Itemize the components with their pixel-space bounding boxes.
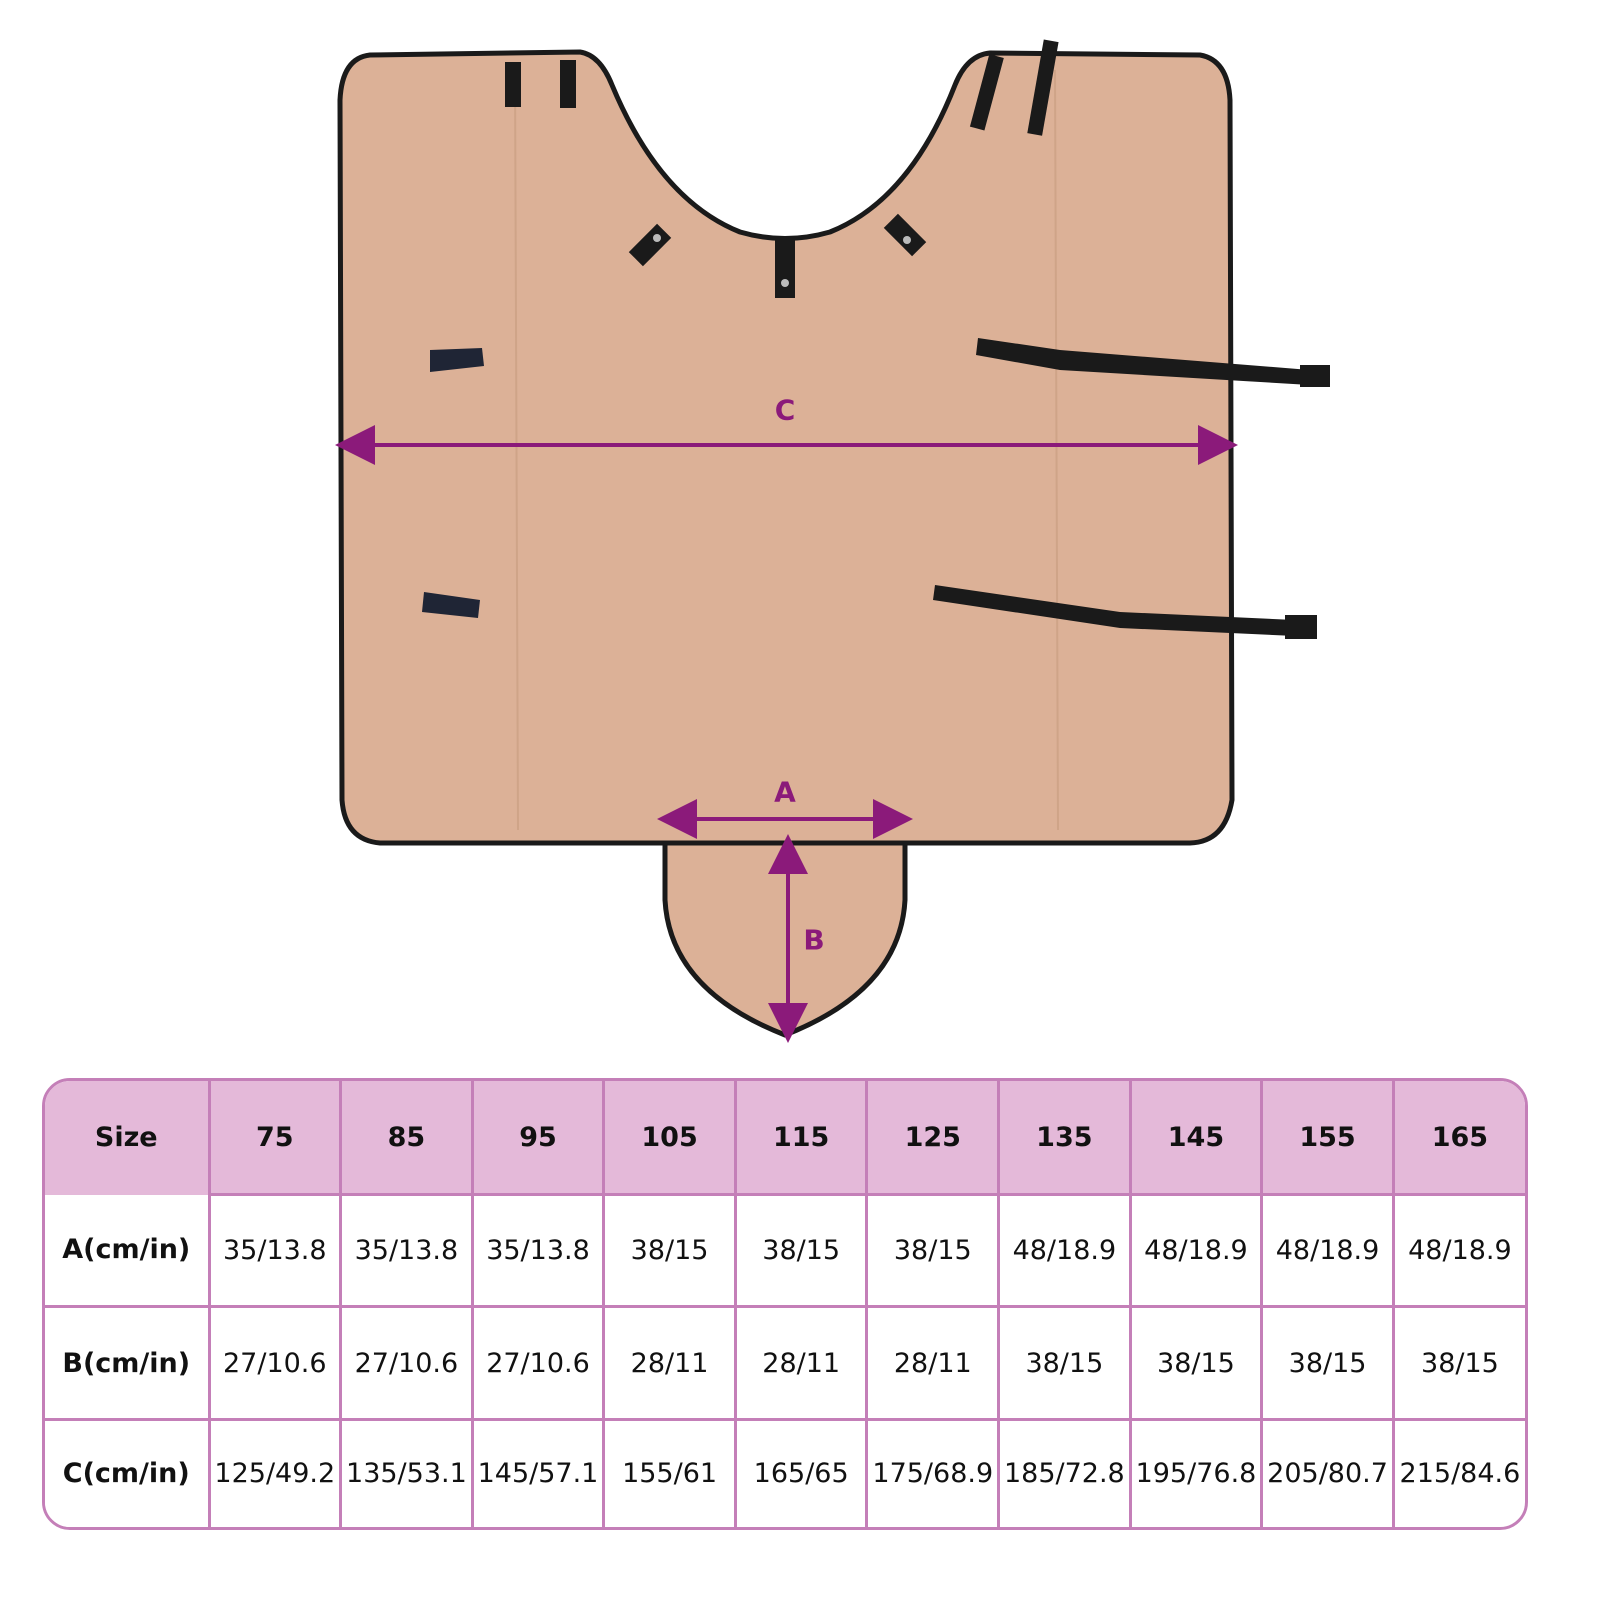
table-cell: 48/18.9 xyxy=(1391,1192,1525,1309)
table-cell: 165/65 xyxy=(733,1417,869,1527)
header-row: Size 75 85 95 105 115 125 135 145 155 165 xyxy=(45,1081,1525,1195)
table-cell: 27/10.6 xyxy=(207,1305,343,1421)
table-cell: 28/11 xyxy=(602,1305,737,1421)
header-size-145: 145 xyxy=(1128,1081,1264,1195)
table-cell: 27/10.6 xyxy=(339,1305,474,1421)
header-size-85: 85 xyxy=(339,1081,474,1195)
table-cell: 38/15 xyxy=(602,1192,737,1309)
table-row: A(cm/in) 35/13.8 35/13.8 35/13.8 38/15 38/15 3… xyxy=(45,1192,1525,1309)
table-cell: 175/68.9 xyxy=(865,1417,1001,1527)
table-cell: 205/80.7 xyxy=(1260,1417,1395,1527)
table-cell: 35/13.8 xyxy=(470,1192,606,1309)
table-cell: 38/15 xyxy=(733,1192,869,1309)
table-cell: 185/72.8 xyxy=(997,1417,1132,1527)
label-a: A xyxy=(774,775,796,809)
table-cell: 48/18.9 xyxy=(997,1192,1132,1309)
header-size-105: 105 xyxy=(602,1081,737,1195)
table-cell: 38/15 xyxy=(997,1305,1132,1421)
header-size-95: 95 xyxy=(470,1081,606,1195)
blanket-illustration xyxy=(335,39,1330,1043)
table-cell: 38/15 xyxy=(1260,1305,1395,1421)
header-size-label: Size xyxy=(45,1081,211,1195)
label-c: C xyxy=(774,393,796,427)
side-buckles xyxy=(422,338,1330,639)
blanket-diagram: C A B xyxy=(335,39,1330,1043)
table-cell: 38/15 xyxy=(1128,1305,1264,1421)
table-cell: 195/76.8 xyxy=(1128,1417,1264,1527)
table-cell: 38/15 xyxy=(865,1192,1001,1309)
table-cell: 35/13.8 xyxy=(207,1192,343,1309)
table-cell: 35/13.8 xyxy=(339,1192,474,1309)
blanket-body xyxy=(337,49,1235,846)
table-cell: 28/11 xyxy=(865,1305,1001,1421)
table-cell: 155/61 xyxy=(602,1417,737,1527)
label-b: B xyxy=(803,923,825,957)
header-size-135: 135 xyxy=(997,1081,1132,1195)
row-label: B(cm/in) xyxy=(45,1305,211,1421)
header-size-75: 75 xyxy=(207,1081,343,1195)
neck-straps xyxy=(505,39,1059,298)
header-size-165: 165 xyxy=(1391,1081,1525,1195)
table-cell: 48/18.9 xyxy=(1128,1192,1264,1309)
table-cell: 38/15 xyxy=(1391,1305,1525,1421)
table-cell: 135/53.1 xyxy=(339,1417,474,1527)
row-label: A(cm/in) xyxy=(45,1194,211,1309)
header-size-125: 125 xyxy=(865,1081,1001,1195)
size-chart: Size 75 85 95 105 115 125 135 145 155 165 A(cm/in… xyxy=(42,1078,1528,1530)
table-cell: 145/57.1 xyxy=(470,1417,606,1527)
table-cell: 28/11 xyxy=(733,1305,869,1421)
table-cell: 27/10.6 xyxy=(470,1305,606,1421)
header-size-115: 115 xyxy=(733,1081,869,1195)
table-cell: 215/84.6 xyxy=(1391,1417,1525,1527)
table-row: C(cm/in) 125/49.2 135/53.1 145/57.1 155/61 16… xyxy=(45,1417,1525,1527)
table-cell: 48/18.9 xyxy=(1260,1192,1395,1309)
tail-flap xyxy=(662,837,908,1038)
header-size-155: 155 xyxy=(1260,1081,1395,1195)
table-row: B(cm/in) 27/10.6 27/10.6 27/10.6 28/11 28/11 2… xyxy=(45,1305,1525,1421)
row-label: C(cm/in) xyxy=(45,1417,211,1527)
table-cell: 125/49.2 xyxy=(207,1417,343,1527)
